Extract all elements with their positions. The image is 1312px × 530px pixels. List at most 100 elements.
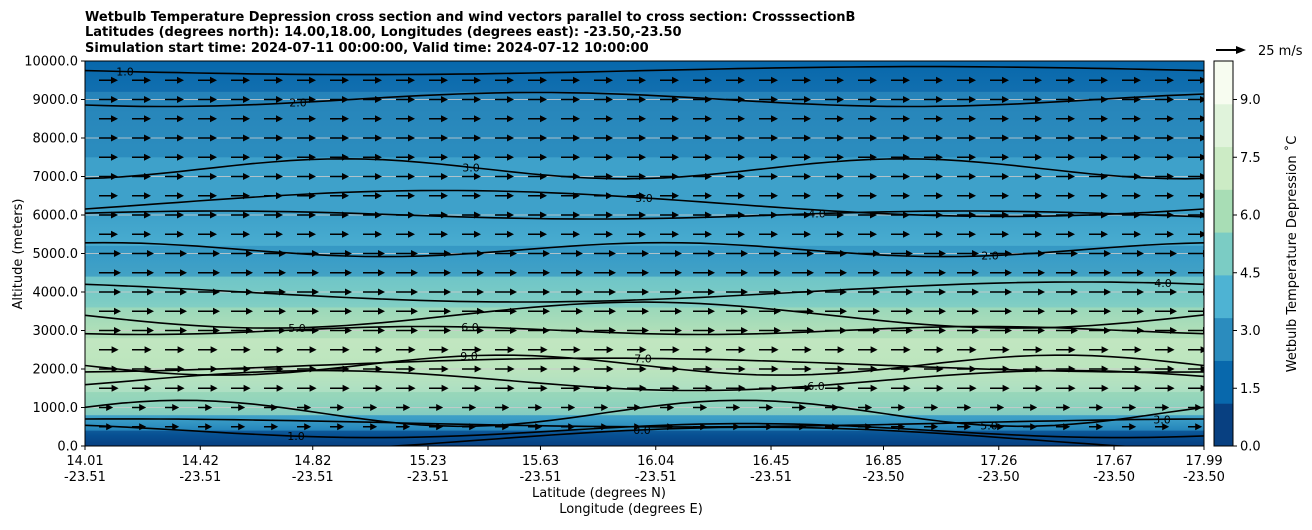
wind-vector-head xyxy=(279,250,286,257)
wind-vector-head xyxy=(1137,288,1144,296)
wind-vector-head xyxy=(147,250,154,257)
wind-vector-head xyxy=(1167,230,1174,238)
wind-vector-head xyxy=(1134,76,1141,84)
wind-vector-head xyxy=(774,288,781,296)
wind-vector-head xyxy=(243,76,250,84)
wind-vector-head xyxy=(576,250,583,257)
wind-vector-head xyxy=(309,384,317,392)
contour-fill-band xyxy=(85,157,1204,246)
wind-vector-head xyxy=(540,211,547,219)
wind-vector-head xyxy=(1005,327,1012,334)
wind-vector-head xyxy=(444,288,451,296)
wind-vector-head xyxy=(738,76,745,84)
wind-vector-head xyxy=(1101,384,1109,392)
wind-vector-head xyxy=(246,307,253,315)
wind-vector-head xyxy=(832,423,840,431)
contour-label: 6.0 xyxy=(807,380,825,393)
wind-vector-head xyxy=(804,173,811,180)
y-tick-label: 3000.0 xyxy=(33,324,79,339)
wind-vector-head xyxy=(936,153,943,161)
wind-vector-head xyxy=(375,153,382,161)
wind-vector-head xyxy=(1195,423,1203,431)
wind-vector-head xyxy=(205,423,213,431)
wind-vector-head xyxy=(1035,134,1042,142)
wind-vector-head xyxy=(403,423,411,431)
wind-vector-head xyxy=(535,404,543,411)
wind-vector-head xyxy=(837,115,844,123)
wind-vector-head xyxy=(507,192,514,200)
y-tick-label: 8000.0 xyxy=(33,132,79,147)
wind-vector-head xyxy=(906,269,913,277)
wind-vector-head xyxy=(1200,346,1204,354)
wind-vector-head xyxy=(180,288,187,296)
wind-vector-head xyxy=(309,76,316,84)
wind-vector-head xyxy=(342,192,349,200)
wind-vector-head xyxy=(568,404,576,411)
wind-vector-head xyxy=(741,269,748,277)
wind-vector-head xyxy=(832,404,840,411)
contour-fill-band xyxy=(85,392,1204,416)
wind-vector-head xyxy=(873,269,880,277)
wind-vector-head xyxy=(540,230,547,238)
wind-vector-head xyxy=(774,307,781,315)
contour-line xyxy=(85,354,1204,376)
colorbar-band xyxy=(1214,103,1233,148)
wind-vector-head xyxy=(936,384,944,392)
wind-vector-head xyxy=(903,211,910,219)
wind-vector-head xyxy=(936,96,943,103)
wind-vector-head xyxy=(477,288,484,296)
wind-vector-head xyxy=(1101,365,1109,373)
wind-vector-head xyxy=(441,173,448,180)
wind-vector-head xyxy=(111,192,118,200)
wind-vector-head xyxy=(606,173,613,180)
wind-vector-head xyxy=(1134,384,1142,392)
wind-vector-head xyxy=(177,96,184,103)
wind-vector-head xyxy=(1035,192,1042,200)
wind-vector-head xyxy=(865,404,873,411)
wind-vector-head xyxy=(436,404,444,411)
wind-vector-head xyxy=(639,346,647,354)
wind-vector-head xyxy=(873,250,880,257)
colorbar-band xyxy=(1214,232,1233,276)
wind-vector-head xyxy=(1200,192,1204,200)
wind-vector-head xyxy=(738,115,745,123)
wind-vector-head xyxy=(606,384,614,392)
wind-vector-head xyxy=(609,269,616,277)
wind-vector-head xyxy=(375,211,382,219)
wind-vector-head xyxy=(1038,250,1045,257)
wind-vector-head xyxy=(474,384,482,392)
wind-vector-head xyxy=(144,153,151,161)
wind-vector-head xyxy=(804,192,811,200)
y-tick-label: 6000.0 xyxy=(33,209,79,224)
wind-vector-head xyxy=(771,211,778,219)
wind-vector-head xyxy=(936,192,943,200)
wind-vector-head xyxy=(931,423,939,431)
wind-vector-head xyxy=(675,250,682,257)
wind-vector-head xyxy=(276,211,283,219)
wind-vector-head xyxy=(540,134,547,142)
wind-vector-head xyxy=(997,423,1005,431)
wind-vector-head xyxy=(1200,96,1204,103)
x-tick-label-lat: 17.99 xyxy=(1185,454,1222,469)
wind-vector-head xyxy=(246,250,253,257)
wind-vector-head xyxy=(573,192,580,200)
wind-vector-head xyxy=(870,153,877,161)
wind-vector-head xyxy=(342,365,350,373)
wind-vector-head xyxy=(276,153,283,161)
wind-vector-head xyxy=(114,269,121,277)
wind-vector-head xyxy=(276,96,283,103)
wind-vector-head xyxy=(474,134,481,142)
wind-vector-head xyxy=(210,173,217,180)
wind-vector-head xyxy=(1101,115,1108,123)
wind-vector-head xyxy=(276,115,283,123)
wind-vector-head xyxy=(898,404,906,411)
contour-lines: 1.02.03.05.04.02.04.05.0 6.07.06.05.0 3.01… xyxy=(85,66,1204,446)
contour-line xyxy=(85,157,1204,180)
wind-vector-head xyxy=(441,153,448,161)
x-tick-label-lat: 17.67 xyxy=(1095,454,1132,469)
wind-vector-head xyxy=(213,327,220,334)
wind-vector-head xyxy=(799,423,807,431)
wind-vector-head xyxy=(870,96,877,103)
x-tick-label-lat: 14.82 xyxy=(294,454,331,469)
wind-vector-head xyxy=(111,365,119,373)
